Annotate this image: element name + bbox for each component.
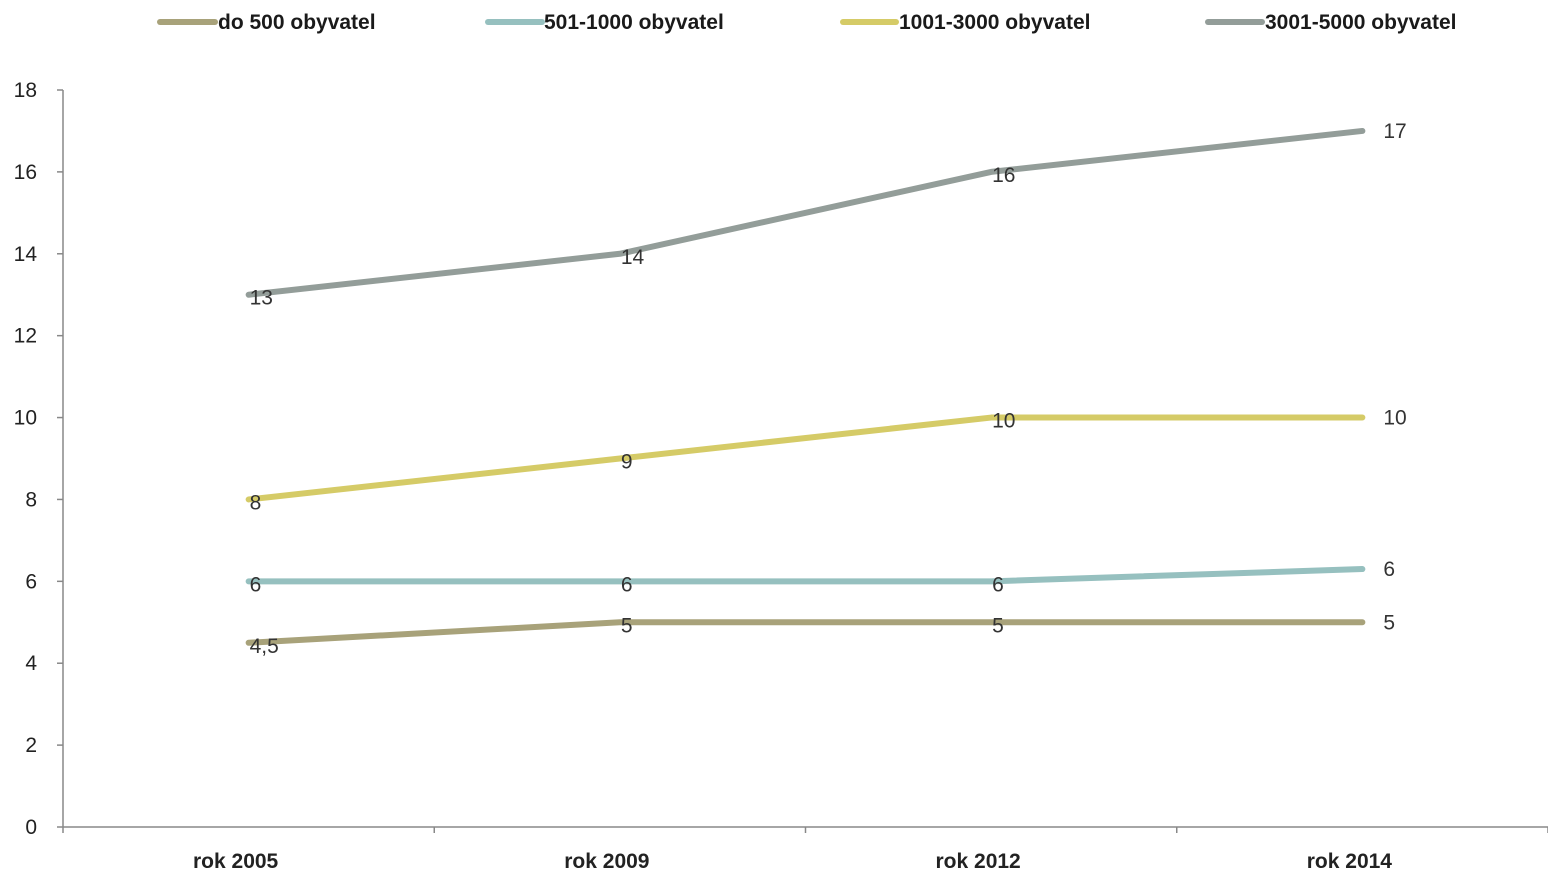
- data-label: 6: [621, 573, 633, 596]
- data-label: 16: [992, 164, 1015, 187]
- data-label: 5: [621, 614, 633, 637]
- data-label: 13: [250, 287, 273, 310]
- y-tick-label: 14: [14, 243, 38, 266]
- y-tick-label: 0: [25, 816, 37, 839]
- series-lines: [245, 127, 1366, 646]
- legend-label: do 500 obyvatel: [218, 11, 376, 34]
- data-label: 8: [250, 491, 262, 514]
- y-tick-label: 6: [25, 570, 37, 593]
- data-label: 4,5: [250, 635, 279, 658]
- x-category-label: rok 2014: [1307, 850, 1393, 873]
- data-labels: 4,5 5 5 5 6 6 6 6 8 9 10 10 13 14 16 17: [250, 120, 1407, 658]
- x-category-label: rok 2005: [193, 850, 279, 873]
- data-label: 14: [621, 246, 645, 269]
- y-tick-label: 2: [25, 734, 37, 757]
- legend: do 500 obyvatel 501-1000 obyvatel 1001-300…: [157, 11, 1456, 34]
- data-label: 5: [992, 614, 1004, 637]
- axes: [62, 90, 1548, 828]
- data-label: 6: [992, 573, 1004, 596]
- data-label: 6: [1383, 558, 1395, 581]
- series-line: [245, 566, 1366, 585]
- data-label: 10: [1383, 407, 1406, 430]
- x-axis-categories: rok 2005 rok 2009 rok 2012 rok 2014: [62, 827, 1548, 873]
- data-label: 17: [1383, 120, 1406, 143]
- y-tick-label: 12: [14, 325, 37, 348]
- y-axis-ticks: 0 2 4 6 8 10 12 14 16 18: [14, 79, 63, 839]
- x-category-label: rok 2012: [936, 850, 1021, 873]
- y-tick-label: 10: [14, 407, 37, 430]
- data-label: 6: [250, 573, 262, 596]
- series-line: [245, 619, 1366, 646]
- legend-label: 1001-3000 obyvatel: [899, 11, 1090, 34]
- series-line: [245, 127, 1366, 298]
- legend-label: 3001-5000 obyvatel: [1265, 11, 1456, 34]
- y-tick-label: 4: [25, 652, 37, 675]
- data-label: 10: [992, 410, 1015, 433]
- y-tick-label: 16: [14, 161, 37, 184]
- x-category-label: rok 2009: [564, 850, 649, 873]
- y-tick-label: 18: [14, 79, 37, 102]
- data-label: 5: [1383, 611, 1395, 634]
- data-label: 9: [621, 451, 633, 474]
- y-tick-label: 8: [25, 488, 37, 511]
- series-line: [245, 414, 1366, 503]
- legend-label: 501-1000 obyvatel: [544, 11, 724, 34]
